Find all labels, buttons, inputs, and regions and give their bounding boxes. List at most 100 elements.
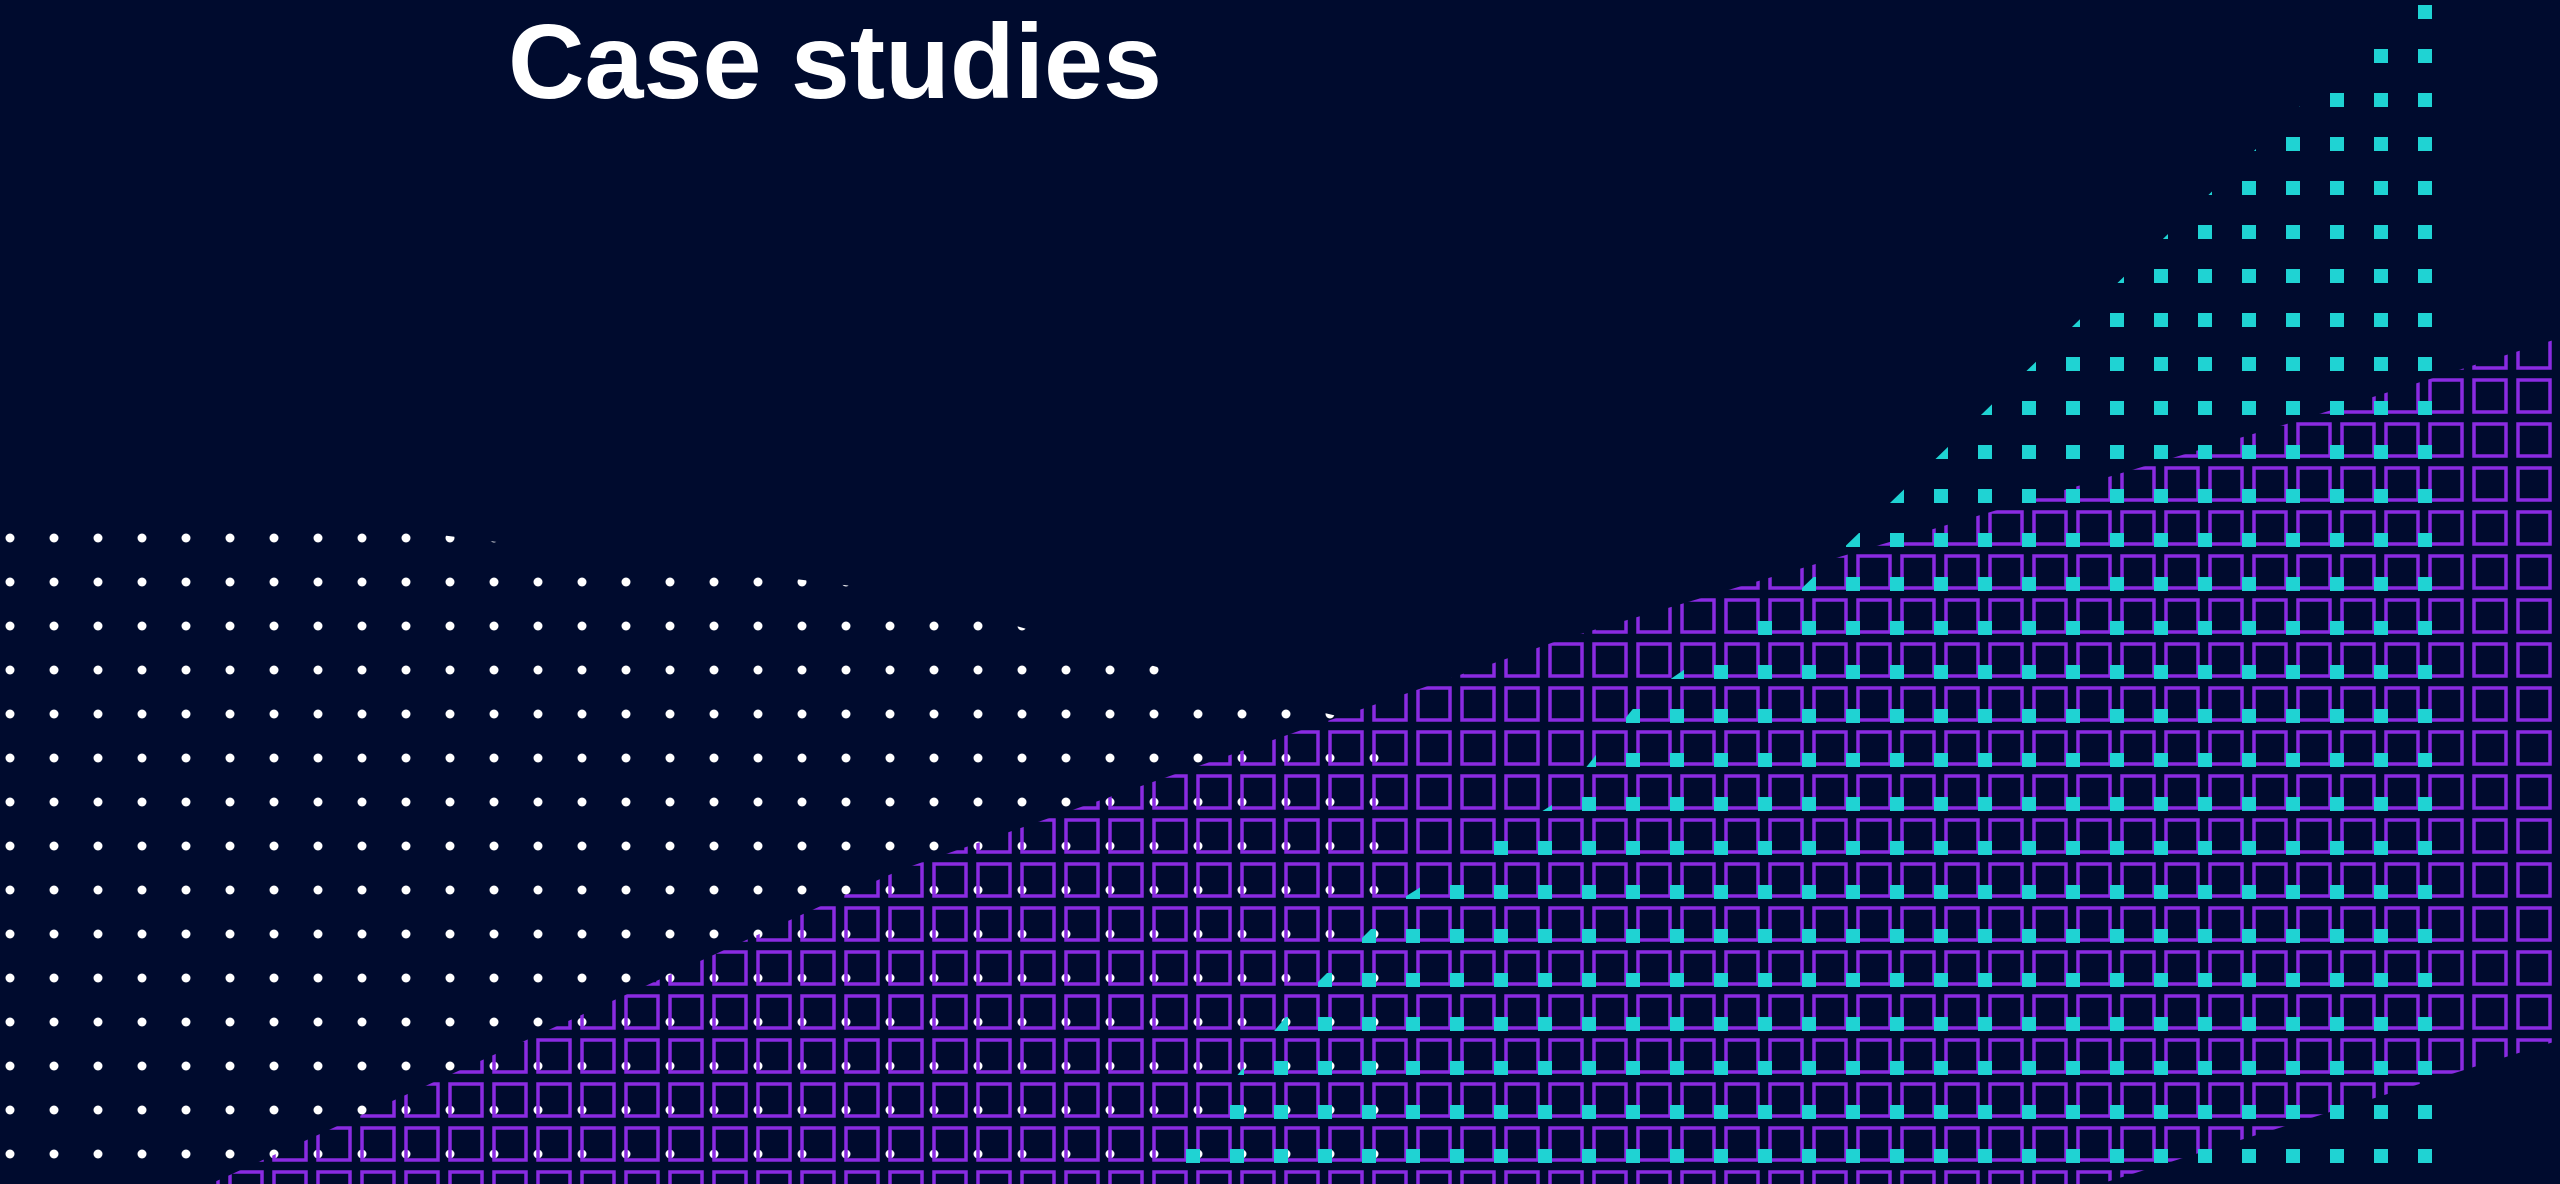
purple-square [624, 466, 660, 502]
white-dot [5, 1061, 15, 1071]
cyan-square [1758, 1149, 1772, 1163]
white-dot [269, 1061, 279, 1071]
purple-square [2076, 642, 2112, 678]
cyan-square [2066, 269, 2080, 283]
purple-square [1460, 818, 1496, 854]
purple-square [580, 906, 616, 942]
cyan-square [1494, 929, 1508, 943]
cyan-square [1318, 1061, 1332, 1075]
cyan-square [2110, 1061, 2124, 1075]
cyan-square [1846, 533, 1860, 547]
purple-square [1328, 1038, 1364, 1074]
cyan-square [394, 181, 408, 195]
cyan-square [1538, 489, 1552, 503]
cyan-square [130, 489, 144, 503]
white-dot [753, 577, 763, 587]
white-dot [621, 841, 631, 851]
purple-square [2032, 1082, 2068, 1118]
cyan-square [702, 137, 716, 151]
purple-square [2208, 686, 2244, 722]
purple-square [1636, 554, 1672, 590]
white-dot [753, 533, 763, 543]
purple-square [756, 950, 792, 986]
purple-square [1504, 994, 1540, 1030]
purple-square [2472, 422, 2508, 458]
cyan-square [702, 445, 716, 459]
purple-square [2296, 338, 2332, 370]
purple-square [2076, 1038, 2112, 1074]
purple-square [1504, 554, 1540, 590]
purple-square [1856, 906, 1892, 942]
purple-square [1416, 730, 1452, 766]
purple-square [2252, 686, 2288, 722]
purple-square [1328, 422, 1364, 458]
cyan-square [922, 577, 936, 591]
cyan-square [1538, 973, 1552, 987]
cyan-square [2286, 445, 2300, 459]
cyan-square [2022, 49, 2036, 63]
purple-square [210, 510, 220, 546]
cyan-square [1098, 137, 1112, 151]
cyan-square [1186, 1149, 1200, 1163]
cyan-square [702, 533, 716, 547]
cyan-square [86, 225, 100, 239]
purple-square [756, 554, 792, 590]
purple-square [492, 1126, 528, 1162]
cyan-square [2374, 929, 2388, 943]
purple-square [712, 774, 748, 810]
white-dot [709, 665, 719, 675]
cyan-square [482, 489, 496, 503]
white-dot [5, 885, 15, 895]
cyan-square [2198, 445, 2212, 459]
purple-square [844, 730, 880, 766]
purple-square [1240, 466, 1276, 502]
white-dot [665, 621, 675, 631]
cyan-square [218, 5, 232, 19]
cyan-square [922, 137, 936, 151]
purple-square [1636, 686, 1672, 722]
purple-square [2032, 906, 2068, 942]
cyan-square [526, 313, 540, 327]
purple-square [1680, 906, 1716, 942]
purple-square [1944, 338, 1980, 370]
cyan-square [2330, 973, 2344, 987]
cyan-square [2154, 841, 2168, 855]
purple-square [1988, 994, 2024, 1030]
cyan-square [482, 5, 496, 19]
white-dot [357, 577, 367, 587]
purple-square [844, 818, 880, 854]
cyan-square [130, 5, 144, 19]
cyan-square [2374, 489, 2388, 503]
purple-square [316, 1126, 352, 1162]
cyan-square [1670, 841, 1684, 855]
purple-square [1372, 818, 1408, 854]
purple-square [492, 338, 528, 370]
cyan-square [966, 313, 980, 327]
purple-square [2384, 338, 2420, 370]
white-dot [93, 973, 103, 983]
purple-square [1064, 950, 1100, 986]
purple-square [1768, 862, 1804, 898]
cyan-square [1846, 1017, 1860, 1031]
cyan-square [1934, 709, 1948, 723]
cyan-square [350, 225, 364, 239]
white-dot [973, 709, 983, 719]
white-dot [533, 533, 543, 543]
purple-square [2340, 598, 2376, 634]
purple-square [1196, 1082, 1232, 1118]
cyan-square [1274, 137, 1288, 151]
white-dot [225, 533, 235, 543]
cyan-square [1450, 621, 1464, 635]
purple-square [404, 686, 440, 722]
white-dot [577, 709, 587, 719]
cyan-square [966, 357, 980, 371]
purple-square [844, 466, 880, 502]
white-dot [401, 841, 411, 851]
white-dot [1149, 665, 1159, 675]
cyan-square [1318, 93, 1332, 107]
white-dot [1281, 621, 1291, 631]
purple-square [1416, 510, 1452, 546]
cyan-square [1230, 5, 1244, 19]
white-dot [181, 621, 191, 631]
cyan-square [2154, 929, 2168, 943]
